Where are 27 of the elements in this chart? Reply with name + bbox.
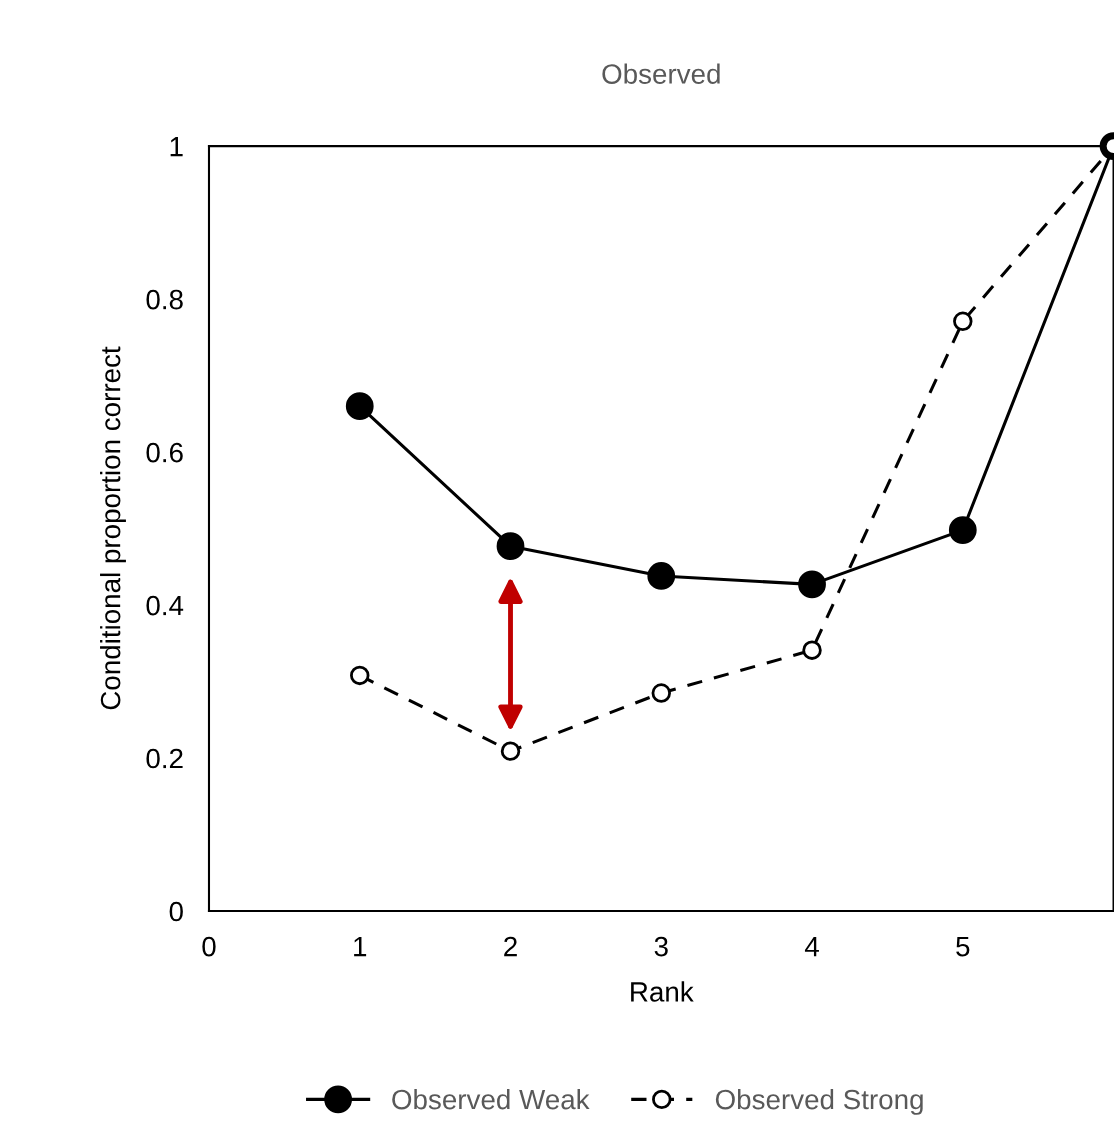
- y-tick-label: 0.8: [146, 289, 183, 310]
- point: [651, 683, 671, 703]
- x-tick-label: 0: [202, 936, 216, 957]
- point: [345, 392, 374, 421]
- point: [948, 516, 977, 544]
- point: [798, 570, 826, 599]
- y-tick-label: 1: [170, 137, 183, 157]
- x-tick-label: 3: [654, 936, 668, 957]
- y-axis-title: Conditional proportion correct: [100, 346, 126, 710]
- y-tick-label: 0.2: [146, 748, 183, 769]
- y-tick-label: 0.6: [146, 442, 183, 463]
- x-tick-label: 2: [504, 936, 517, 957]
- point: [647, 562, 676, 590]
- point: [500, 741, 521, 761]
- legend-label: Observed Strong: [715, 1088, 923, 1115]
- point: [953, 311, 973, 331]
- x-tick-label: 4: [804, 937, 819, 957]
- y-tick-label: 0.4: [146, 595, 184, 616]
- y-tick-label: 0: [169, 901, 183, 922]
- point: [350, 665, 370, 686]
- legend-label: Observed Weak: [392, 1088, 590, 1110]
- x-tick-label: 5: [956, 937, 970, 957]
- point: [802, 640, 822, 660]
- chart-title: Observed: [602, 63, 720, 84]
- x-tick-label: 1: [354, 937, 367, 957]
- point: [496, 532, 525, 561]
- x-axis-title: Rank: [631, 981, 694, 1002]
